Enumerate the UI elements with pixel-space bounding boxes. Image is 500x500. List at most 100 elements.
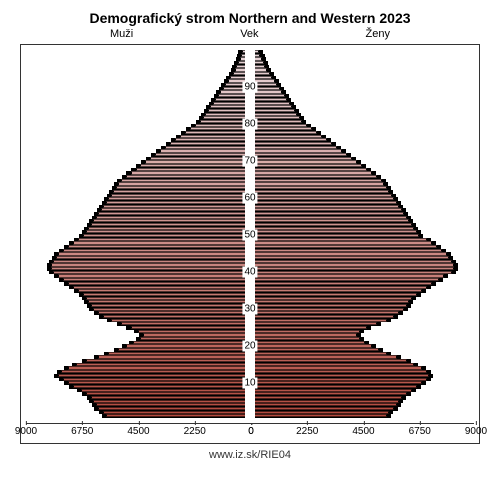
bar-female: [255, 219, 409, 222]
x-tick-label: 0: [248, 426, 254, 437]
bar-male: [91, 396, 245, 399]
y-tick-label: 50: [242, 230, 257, 241]
bar-male: [93, 400, 245, 403]
bar-male: [93, 219, 245, 222]
bar-female: [255, 238, 427, 241]
x-tick-label: 6750: [409, 426, 431, 437]
bar-female: [255, 61, 264, 64]
bar-male: [175, 138, 245, 141]
bar-female: [255, 414, 387, 417]
bar-male: [68, 282, 245, 285]
bar-female: [255, 50, 259, 53]
bar-female: [255, 289, 422, 292]
bar-female: [255, 79, 275, 82]
bar-male: [165, 146, 245, 149]
label-female: Ženy: [366, 28, 390, 40]
bar-female: [255, 98, 287, 101]
bar-female: [255, 389, 412, 392]
bar-female: [255, 355, 397, 358]
bar-male: [235, 68, 245, 71]
bar-male: [108, 352, 245, 355]
bar-male: [93, 308, 245, 311]
bar-male: [233, 72, 245, 75]
bar-female: [255, 315, 394, 318]
bar-male: [53, 260, 245, 263]
bar-male: [195, 124, 245, 127]
bar-female: [255, 282, 432, 285]
bar-female: [255, 293, 417, 296]
bar-male: [103, 411, 245, 414]
bar-female: [255, 179, 382, 182]
bar-female: [255, 234, 419, 237]
bar-female: [255, 94, 285, 97]
bar-female: [255, 127, 312, 130]
bar-male: [103, 205, 245, 208]
bar-male: [140, 164, 245, 167]
bar-male: [68, 381, 245, 384]
bar-male: [51, 267, 245, 270]
bar-female: [255, 87, 280, 90]
y-tick-label: 90: [242, 82, 257, 93]
bar-female: [255, 366, 422, 369]
bar-female: [255, 370, 427, 373]
bar-male: [58, 252, 245, 255]
bar-male: [106, 414, 245, 417]
bar-male: [126, 175, 245, 178]
bar-male: [230, 76, 245, 79]
bar-female: [255, 304, 407, 307]
bar-female: [255, 208, 402, 211]
bar-male: [103, 315, 245, 318]
bar-female: [255, 267, 454, 270]
bar-female: [255, 245, 437, 248]
bar-male: [210, 105, 245, 108]
bar-male: [190, 127, 245, 130]
bar-female: [255, 278, 439, 281]
bar-female: [255, 411, 389, 414]
bar-female: [255, 135, 322, 138]
bar-male: [118, 348, 245, 351]
bar-male: [126, 344, 245, 347]
bar-female: [255, 363, 414, 366]
x-tick-label: 4500: [127, 426, 149, 437]
bar-male: [83, 293, 245, 296]
bar-male: [51, 263, 245, 266]
bar-female: [255, 271, 452, 274]
bar-male: [203, 116, 245, 119]
bar-female: [255, 113, 297, 116]
chart-container: Demografický strom Northern and Western …: [0, 0, 500, 500]
bar-male: [86, 230, 245, 233]
bar-female: [255, 407, 394, 410]
bar-female: [255, 171, 372, 174]
bar-male: [101, 208, 245, 211]
x-tick-label: 4500: [352, 426, 374, 437]
bar-male: [88, 227, 245, 230]
bar-male: [78, 289, 245, 292]
bar-female: [255, 297, 412, 300]
footer-text: www.iz.sk/RIE04: [20, 449, 480, 461]
bar-male: [56, 256, 245, 259]
bar-male: [58, 374, 245, 377]
bar-female: [255, 54, 260, 57]
y-tick-label: 60: [242, 193, 257, 204]
bar-female: [255, 223, 412, 226]
bar-female: [255, 90, 282, 93]
bar-female: [255, 333, 357, 336]
bar-female: [255, 260, 452, 263]
bar-female: [255, 131, 317, 134]
bar-male: [108, 197, 245, 200]
bar-male: [205, 113, 245, 116]
bar-female: [255, 378, 427, 381]
bar-female: [255, 263, 454, 266]
bar-female: [255, 149, 342, 152]
bar-male: [98, 311, 245, 314]
bar-female: [255, 319, 387, 322]
bar-female: [255, 344, 372, 347]
bar-female: [255, 330, 360, 333]
bar-female: [255, 348, 379, 351]
bar-female: [255, 274, 444, 277]
bar-male: [68, 366, 245, 369]
label-age: Vek: [240, 28, 258, 40]
bar-female: [255, 142, 332, 145]
bar-female: [255, 300, 409, 303]
bar-female: [255, 57, 262, 60]
